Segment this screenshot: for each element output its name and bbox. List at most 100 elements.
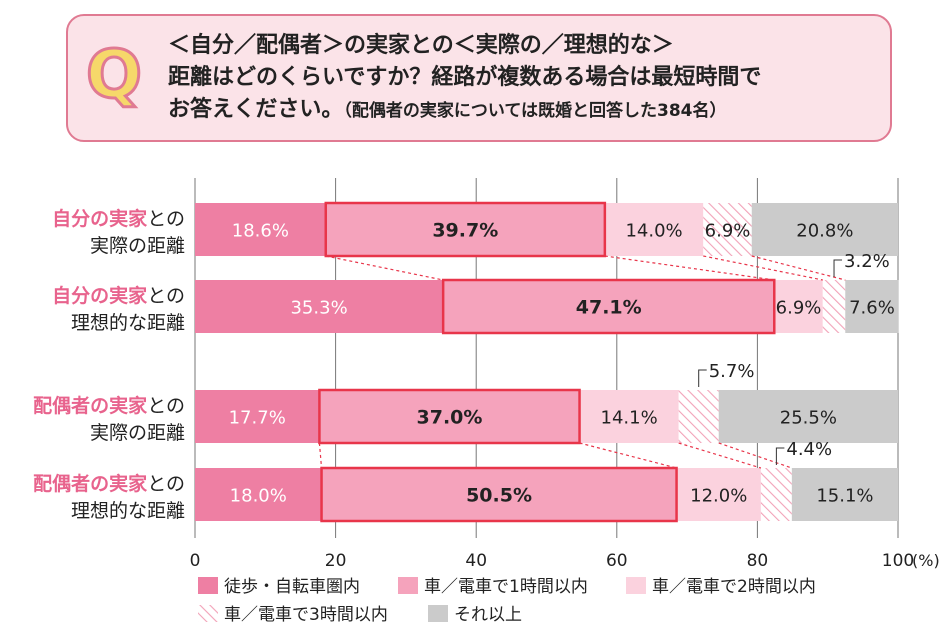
value-label-walk: 35.3% (290, 298, 347, 319)
category-label-line2: 理想的な距離 (71, 312, 185, 334)
legend-label-car3h: 車／電車で3時間以内 (224, 605, 388, 625)
legend-label-car1h: 車／電車で1時間以内 (424, 577, 588, 597)
bar-car2h (774, 280, 823, 333)
connectors (318, 255, 846, 469)
question-line-2: 距離はどのくらいですか？経路が複数ある場合は最短時間で (168, 65, 762, 90)
legend-label-more: それ以上 (454, 605, 522, 625)
question-text: ＜自分／配偶者＞の実家との＜実際の／理想的な＞ 距離はどのくらいですか？経路が複… (168, 30, 888, 127)
legend-label-walk: 徒歩・自転車圏内 (224, 577, 360, 597)
category-rest: との (147, 395, 185, 417)
value-label-walk: 17.7% (229, 408, 286, 429)
category-label-line1: 自分の実家との (52, 284, 185, 307)
q-mark: Q (84, 36, 143, 113)
value-label-more: 25.5% (780, 408, 837, 429)
value-label-car1h: 50.5% (466, 485, 532, 507)
bar-walk (195, 280, 444, 333)
bar-car1h (319, 390, 580, 443)
category-labels: 自分の実家との実際の距離自分の実家との理想的な距離配偶者の実家との実際の距離配偶… (33, 207, 185, 522)
legend-swatch-car3h (198, 605, 218, 622)
bar-more (845, 280, 899, 333)
legend-swatch-walk (198, 577, 218, 594)
value-label-car2h: 14.0% (625, 221, 682, 242)
bar-car2h (579, 390, 679, 443)
value-label-car3h: 6.9% (705, 221, 751, 242)
value-label-walk: 18.0% (230, 486, 287, 507)
x-tick-label: 100 (882, 551, 914, 571)
x-tick-label: 40 (465, 551, 487, 571)
x-tick-label: 0 (190, 551, 201, 571)
bar-walk (195, 390, 320, 443)
callout-line (698, 369, 707, 387)
value-label-car3h: 4.4% (786, 439, 832, 460)
value-label-car2h: 12.0% (690, 486, 747, 507)
category-label-line2: 実際の距離 (90, 422, 185, 444)
value-label-car3h: 3.2% (844, 251, 890, 272)
category-label-line2: 実際の距離 (90, 235, 185, 257)
bar-car3h (678, 390, 719, 443)
bars (195, 201, 899, 523)
bar-more (751, 203, 898, 256)
callout-line (833, 259, 843, 277)
highlight-box (318, 388, 581, 445)
question-line-1: ＜自分／配偶者＞の実家との＜実際の／理想的な＞ (168, 33, 674, 58)
value-label-car3h: 5.7% (709, 361, 755, 382)
category-highlight: 配偶者の実家 (33, 394, 148, 417)
category-label-line1: 配偶者の実家との (33, 394, 185, 417)
connector-line (678, 442, 762, 469)
legend-swatch-car2h (626, 577, 646, 594)
bar-car3h (703, 203, 752, 256)
category-label-line1: 配偶者の実家との (33, 472, 185, 495)
callout-line (775, 447, 785, 465)
category-label-line1: 自分の実家との (52, 207, 185, 230)
question-line-3-text: お答えください。 (168, 97, 344, 122)
connector-line (325, 255, 444, 281)
bar-car1h (325, 203, 605, 256)
value-labels: 18.6% 39.7% 14.0% 6.9% 20.8% 35.3% 47.1% 6.9% 3.… (229, 220, 895, 507)
value-label-more: 20.8% (796, 221, 853, 242)
connector-line (604, 255, 775, 281)
bar-walk (195, 468, 322, 521)
value-label-more: 7.6% (849, 298, 895, 319)
value-label-car2h: 14.1% (601, 408, 658, 429)
category-highlight: 自分の実家 (52, 207, 148, 230)
category-highlight: 自分の実家 (52, 284, 148, 307)
category-rest: との (147, 473, 185, 495)
bar-car3h (760, 468, 792, 521)
category-highlight: 配偶者の実家 (33, 472, 148, 495)
x-tick-label: 60 (606, 551, 628, 571)
bar-more (791, 468, 898, 521)
category-rest: との (147, 285, 185, 307)
question-note: （配偶者の実家については既婚と回答した384名） (343, 101, 727, 121)
bar-car1h (443, 280, 775, 333)
x-unit-label: (%) (912, 551, 940, 570)
legend-swatch-more (428, 605, 448, 622)
connector-line (318, 442, 323, 469)
bar-car2h (676, 468, 761, 521)
value-label-car1h: 39.7% (432, 220, 498, 242)
x-axis: 0 20 40 60 80 100(%) (190, 551, 940, 571)
x-tick-label: 20 (325, 551, 347, 571)
highlight-box (324, 201, 607, 258)
legend-label-car2h: 車／電車で2時間以内 (652, 577, 816, 597)
bar-walk (195, 203, 326, 256)
question-box: Q ＜自分／配偶者＞の実家との＜実際の／理想的な＞ 距離はどのくらいですか？経路… (66, 14, 892, 142)
value-label-car2h: 6.9% (776, 298, 822, 319)
highlight-box (441, 278, 776, 335)
legend-swatch-car1h (398, 577, 418, 594)
connector-line (703, 255, 823, 281)
x-tick-label: 80 (747, 551, 769, 571)
connector-line (579, 442, 677, 469)
bar-car1h (321, 468, 677, 521)
value-label-car1h: 47.1% (576, 297, 642, 319)
bar-car2h (604, 203, 704, 256)
value-label-more: 15.1% (816, 486, 873, 507)
value-label-walk: 18.6% (232, 221, 289, 242)
question-line-3: お答えください。（配偶者の実家については既婚と回答した384名） (168, 94, 888, 127)
category-label-line2: 理想的な距離 (71, 500, 185, 522)
connector-line (718, 442, 793, 469)
bar-more (718, 390, 898, 443)
highlight-box (320, 466, 678, 523)
category-rest: との (147, 208, 185, 230)
